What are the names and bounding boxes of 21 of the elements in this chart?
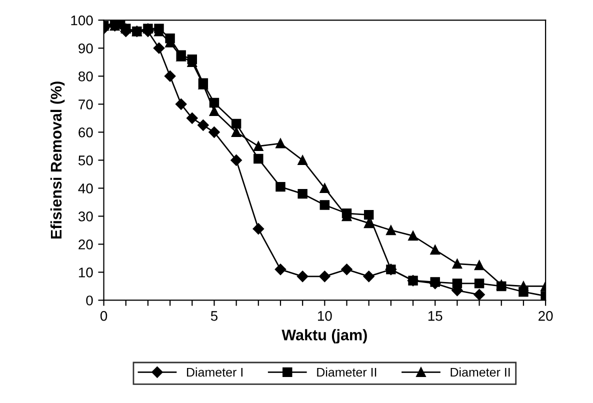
x-tick-label: 20 [538, 311, 553, 321]
y-axis-title: Efisiensi Removal (%) [50, 82, 65, 239]
legend-label: Diameter II [450, 368, 510, 377]
y-tick-label: 40 [78, 184, 93, 194]
y-tick-label: 60 [78, 128, 93, 138]
x-tick-label: 10 [318, 311, 332, 321]
legend-label: Diameter I [186, 368, 242, 377]
x-axis-title: Waktu (jam) [282, 329, 367, 344]
y-tick-label: 10 [78, 268, 93, 278]
legend-label: Diameter II [317, 368, 376, 377]
x-tick-label: 0 [100, 311, 108, 321]
y-tick-label: 30 [78, 212, 93, 222]
y-tick-label: 90 [78, 43, 93, 54]
y-tick-label: 0 [86, 296, 93, 306]
y-tick-label: 70 [78, 100, 93, 110]
x-tick-label: 5 [210, 311, 218, 321]
y-tick-label: 50 [78, 156, 93, 166]
y-tick-label: 80 [78, 72, 93, 82]
y-tick-label: 100 [71, 15, 93, 26]
x-tick-label: 15 [428, 311, 442, 321]
y-tick-label: 20 [78, 240, 93, 250]
